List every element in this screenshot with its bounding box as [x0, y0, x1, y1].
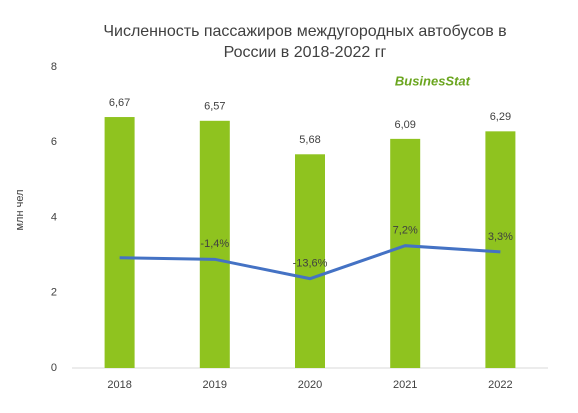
data-label: 6,67: [109, 97, 130, 109]
bar: [104, 117, 135, 368]
chart-title: Численность пассажиров междугородных авт…: [103, 23, 506, 40]
x-tick-label: 2022: [488, 379, 512, 391]
data-label: 6,57: [204, 101, 225, 113]
y-tick-label: 6: [51, 136, 57, 148]
y-tick-label: 0: [51, 362, 57, 374]
data-label: 3,3%: [488, 231, 513, 243]
data-label: 6,09: [394, 119, 415, 131]
y-tick-label: 8: [51, 61, 57, 73]
bar: [295, 154, 325, 368]
bar: [390, 138, 421, 368]
data-label: -13,6%: [293, 258, 328, 270]
y-axis-label: млн чел: [14, 189, 26, 230]
x-tick-label: 2021: [393, 379, 417, 391]
logo: BusinesStat: [395, 73, 471, 88]
data-label: 5,68: [299, 134, 320, 146]
x-tick-label: 2019: [203, 379, 227, 391]
data-label: -1,4%: [200, 238, 229, 250]
x-tick-label: 2020: [298, 379, 322, 391]
bar: [199, 120, 230, 369]
data-label: 7,2%: [393, 225, 418, 237]
y-tick-label: 2: [51, 287, 57, 299]
line: [119, 244, 501, 281]
x-tick-label: 2018: [107, 379, 131, 391]
data-label: 6,29: [490, 111, 511, 123]
chart-title: России в 2018-2022 гг: [224, 44, 387, 61]
bar: [485, 131, 516, 368]
y-tick-label: 4: [51, 211, 57, 223]
